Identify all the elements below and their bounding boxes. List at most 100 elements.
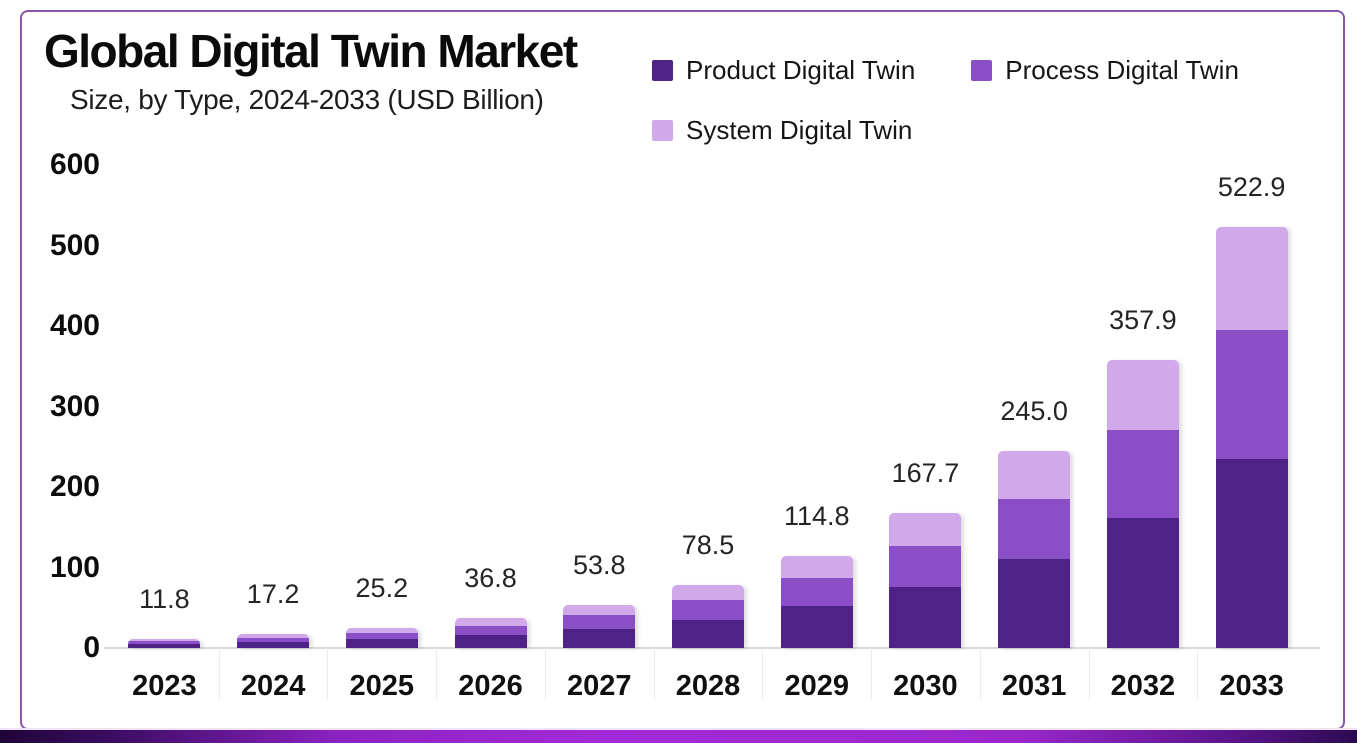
y-tick-label: 100	[49, 550, 100, 584]
bar-column-2024: 17.2 2024	[219, 165, 328, 702]
x-axis-label-2031: 2031	[1001, 670, 1067, 702]
legend-row-2: System Digital Twin	[652, 115, 1295, 146]
bar-segment-product	[780, 606, 853, 648]
legend-label-product: Product Digital Twin	[686, 55, 916, 85]
category-separator	[436, 648, 438, 700]
bar-segment-product	[671, 619, 744, 648]
bar-value-label: 11.8	[139, 583, 190, 614]
bar-segment-process	[998, 499, 1071, 560]
bar-value-label: 522.9	[1217, 172, 1286, 203]
bar-segment-process	[128, 640, 201, 644]
bar-column-2032: 357.9 2032	[1089, 165, 1198, 702]
bar-segment-product	[563, 628, 636, 648]
bar-value-label: 357.9	[1109, 304, 1177, 335]
bar-stack-2031	[998, 450, 1071, 648]
y-tick-label: 0	[83, 631, 100, 664]
x-axis-label-2023: 2023	[132, 670, 197, 702]
bar-segment-system	[998, 450, 1071, 500]
bar-segment-process	[671, 600, 744, 620]
legend-label-process: Process Digital Twin	[1005, 55, 1239, 85]
chart-subtitle: Size, by Type, 2024-2033 (USD Billion)	[70, 84, 544, 115]
y-tick-label: 300	[49, 389, 100, 423]
category-separator	[327, 648, 329, 700]
x-axis-label-2027: 2027	[567, 670, 632, 702]
legend-item-product: Product Digital Twin	[652, 55, 915, 86]
category-separator	[762, 648, 764, 700]
bar-value-label: 53.8	[572, 549, 626, 580]
bar-segment-process	[780, 578, 853, 607]
bar-segment-process	[1106, 430, 1179, 519]
bar-segment-system	[345, 627, 418, 633]
bar-segment-system	[563, 604, 636, 616]
x-axis-line	[104, 647, 1320, 649]
bar-segment-system	[1106, 359, 1179, 431]
category-separator	[218, 648, 220, 700]
bar-column-2030: 167.7 2030	[871, 165, 980, 702]
bar-stack-2024	[237, 634, 310, 648]
bar-segment-product	[237, 641, 310, 648]
bar-segment-system	[237, 634, 310, 638]
legend-swatch-product	[652, 60, 673, 81]
bar-segment-product	[1215, 458, 1288, 648]
plot-area: 11.8 2023 17.2 2024 25.2 2025 36.8 2026 53.8 2027…	[104, 165, 1320, 702]
bar-segment-product	[889, 587, 962, 648]
bar-segment-product	[998, 559, 1071, 648]
category-separator	[1197, 648, 1199, 700]
bar-stack-2028	[671, 584, 744, 648]
bar-segment-system	[454, 618, 527, 626]
bar-column-2027: 53.8 2027	[545, 165, 654, 702]
legend-label-system: System Digital Twin	[686, 115, 913, 145]
bar-stack-2023	[128, 638, 201, 648]
bar-value-label: 167.7	[891, 458, 960, 489]
x-axis-label-2025: 2025	[349, 670, 415, 702]
bar-segment-system	[671, 584, 744, 601]
bar-column-2026: 36.8 2026	[436, 165, 545, 702]
bar-segment-system	[128, 638, 201, 641]
bottom-gradient-bar	[0, 728, 1357, 743]
category-separator	[871, 648, 873, 700]
bar-stack-2027	[563, 604, 636, 648]
bar-value-label: 245.0	[1000, 395, 1068, 426]
bar-segment-process	[345, 632, 418, 639]
bar-stack-2033	[1215, 227, 1288, 648]
category-separator	[979, 648, 981, 700]
category-separator	[1088, 648, 1090, 700]
bar-segment-product	[345, 638, 418, 648]
bar-stack-2025	[345, 627, 418, 648]
bar-stack-2029	[780, 555, 853, 648]
x-axis-label-2032: 2032	[1110, 670, 1176, 702]
bar-segment-process	[889, 546, 962, 588]
bar-column-2028: 78.5 2028	[654, 165, 763, 702]
bar-segment-process	[563, 615, 636, 629]
legend-swatch-process	[971, 60, 993, 81]
bar-column-2025: 25.2 2025	[327, 165, 436, 702]
bar-segment-system	[780, 555, 853, 579]
bar-value-label: 114.8	[783, 500, 850, 531]
bar-segment-product	[128, 643, 201, 648]
y-tick-label: 400	[49, 309, 100, 342]
legend-swatch-system	[652, 120, 673, 141]
bar-segment-process	[454, 625, 527, 635]
bar-segment-product	[454, 634, 527, 648]
bar-segment-system	[1215, 227, 1288, 331]
bar-column-2029: 114.8 2029	[762, 165, 871, 702]
bar-value-label: 36.8	[464, 563, 517, 594]
legend-item-system: System Digital Twin	[652, 115, 912, 146]
bar-stack-2032	[1106, 359, 1179, 648]
x-axis-label-2028: 2028	[675, 670, 741, 702]
bar-stack-2030	[889, 513, 962, 648]
y-tick-label: 600	[49, 148, 100, 181]
bar-segment-system	[889, 513, 962, 547]
bar-value-label: 78.5	[681, 529, 735, 560]
bar-column-2023: 11.8 2023	[110, 165, 219, 702]
bar-column-2033: 522.9 2033	[1197, 165, 1306, 702]
category-separator	[653, 648, 655, 700]
y-tick-label: 500	[49, 228, 100, 262]
bar-column-2031: 245.0 2031	[980, 165, 1089, 702]
legend-row-1: Product Digital Twin Process Digital Twi…	[652, 55, 1295, 86]
legend: Product Digital Twin Process Digital Twi…	[652, 55, 1295, 175]
y-tick-label: 200	[49, 470, 100, 503]
bar-segment-product	[1106, 518, 1179, 648]
x-axis-label-2029: 2029	[784, 670, 849, 702]
category-separator	[544, 648, 546, 700]
